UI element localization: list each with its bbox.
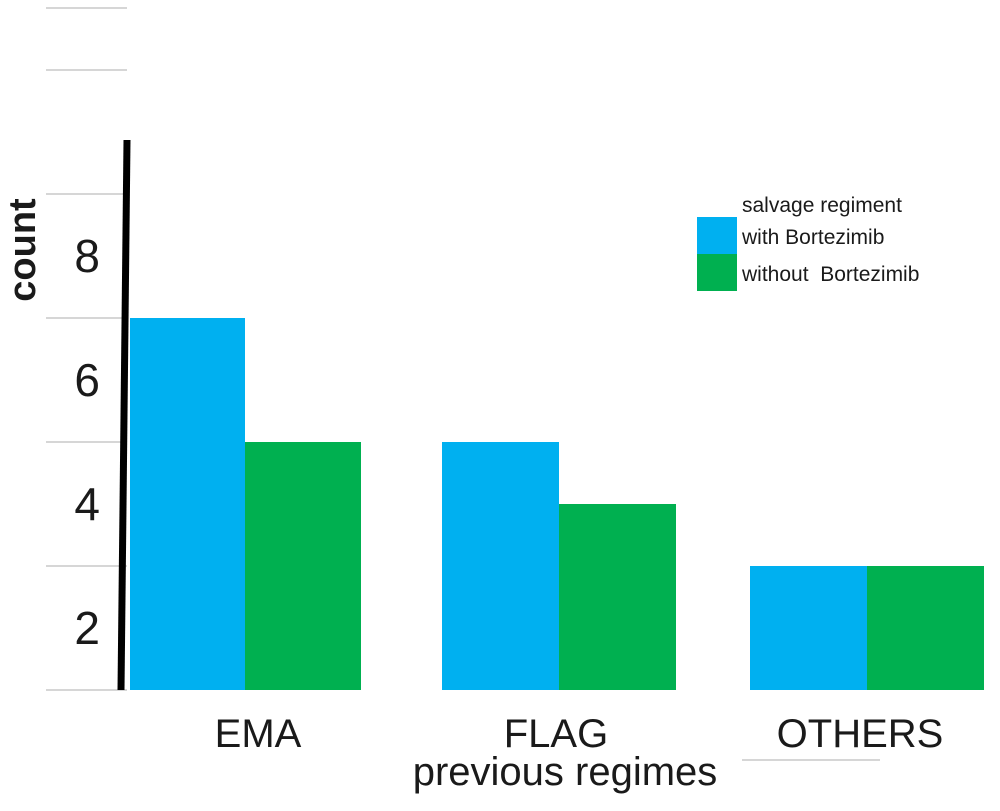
y-tick-labels: 2 4 6 8: [74, 230, 100, 654]
legend-label-2: without Bortezimib: [741, 263, 919, 286]
y-tick-label: 8: [74, 230, 100, 282]
y-tick-label: 6: [74, 354, 100, 406]
x-category-label: EMA: [215, 712, 302, 756]
legend-swatch-2: [697, 254, 737, 291]
legend-title: salvage regiment: [742, 194, 902, 217]
bar-ema-series-2: [245, 442, 361, 690]
x-category-label: OTHERS: [777, 712, 944, 756]
bars: [130, 318, 984, 690]
bar-flag-series-2: [559, 504, 676, 690]
bar-flag-series-1: [442, 442, 559, 690]
x-axis-title: previous regimes: [413, 750, 718, 794]
x-category-label: FLAG: [504, 712, 608, 756]
y-tick-label: 2: [74, 602, 100, 654]
bar-others-series-2: [867, 566, 984, 690]
x-category-labels: EMA FLAG OTHERS: [215, 712, 944, 756]
y-axis-line: [117, 139, 131, 691]
legend-swatch-1: [697, 217, 737, 254]
y-axis-title: count: [2, 198, 44, 302]
gridlines: [46, 7, 880, 761]
bar-others-series-1: [750, 566, 867, 690]
legend-label-1: with Bortezimib: [741, 226, 884, 249]
legend: salvage regiment with Bortezimib without …: [697, 194, 919, 291]
bar-ema-series-1: [130, 318, 245, 690]
y-tick-label: 4: [74, 478, 100, 530]
